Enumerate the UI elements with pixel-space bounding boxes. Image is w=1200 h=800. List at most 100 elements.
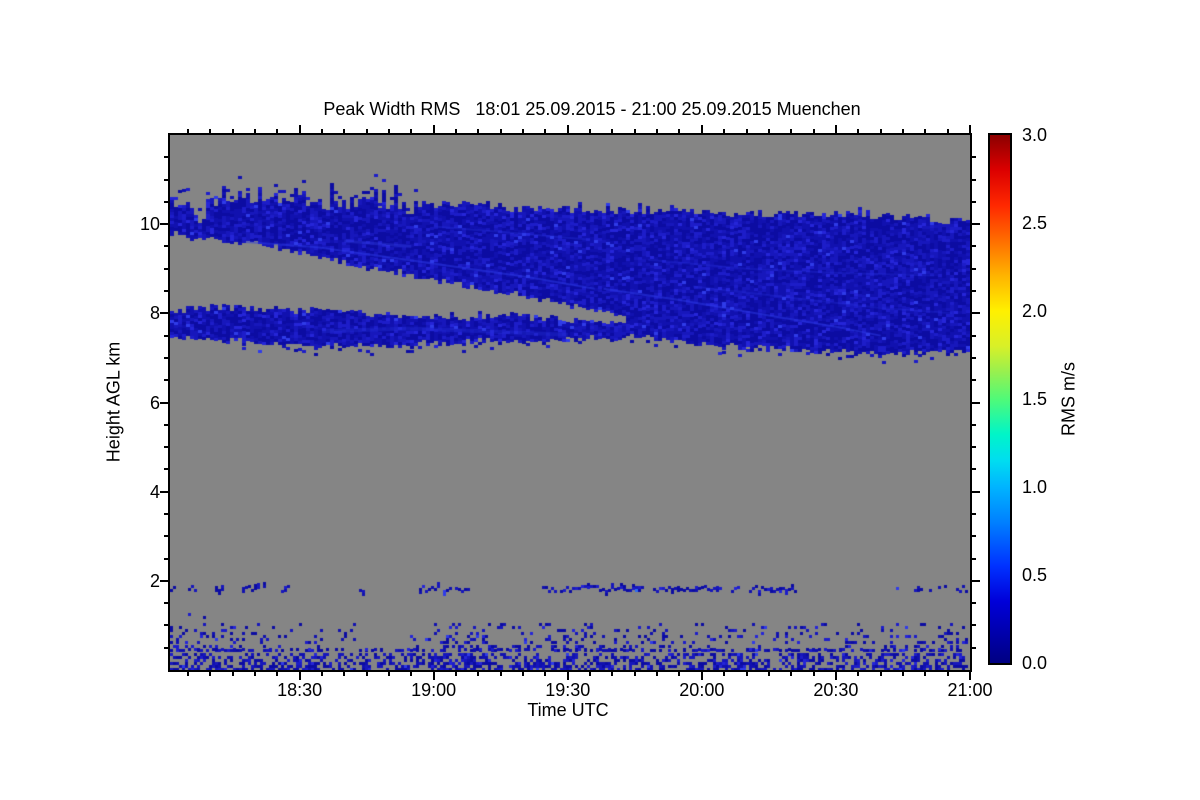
axis-tick xyxy=(298,672,301,680)
x-axis-title: Time UTC xyxy=(527,700,609,720)
axis-tick xyxy=(972,468,976,471)
axis-tick xyxy=(164,423,168,426)
axis-tick xyxy=(522,672,525,676)
x-tick-label: 19:30 xyxy=(545,680,591,700)
x-tick-label: 20:00 xyxy=(679,680,725,700)
axis-tick xyxy=(499,672,502,676)
axis-tick xyxy=(972,245,976,248)
axis-tick xyxy=(700,672,703,680)
axis-tick xyxy=(656,672,659,676)
axis-tick xyxy=(164,512,168,515)
axis-tick xyxy=(790,129,793,133)
axis-tick xyxy=(455,129,458,133)
axis-tick xyxy=(589,129,592,133)
axis-tick xyxy=(164,245,168,248)
axis-tick xyxy=(253,129,256,133)
axis-tick xyxy=(972,535,976,538)
axis-tick xyxy=(972,267,976,270)
axis-tick xyxy=(857,129,860,133)
axis-tick xyxy=(477,129,480,133)
axis-tick xyxy=(633,672,636,676)
axis-tick xyxy=(499,129,502,133)
axis-tick xyxy=(522,129,525,133)
y-tick-label: 8 xyxy=(149,303,160,324)
axis-tick xyxy=(164,356,168,359)
y-tick-label: 4 xyxy=(149,481,160,502)
axis-tick xyxy=(164,602,168,605)
axis-tick xyxy=(879,129,882,133)
axis-tick xyxy=(320,129,323,133)
axis-tick xyxy=(160,223,168,226)
x-tick-label: 21:00 xyxy=(947,680,993,700)
axis-tick xyxy=(901,672,904,676)
colorbar-tick-label: 1.0 xyxy=(1022,477,1048,497)
axis-tick xyxy=(186,672,189,676)
axis-tick xyxy=(972,490,980,493)
axis-tick xyxy=(589,672,592,676)
axis-tick xyxy=(164,624,168,627)
axis-tick xyxy=(611,672,614,676)
axis-tick xyxy=(972,557,976,560)
axis-tick xyxy=(566,672,569,680)
axis-tick xyxy=(231,129,234,133)
axis-tick xyxy=(387,672,390,676)
axis-tick xyxy=(767,672,770,676)
axis-tick xyxy=(276,129,279,133)
x-tick-label: 18:30 xyxy=(277,680,323,700)
axis-tick xyxy=(972,512,976,515)
y-tick-label: 2 xyxy=(149,570,160,591)
axis-tick xyxy=(544,129,547,133)
axis-tick xyxy=(678,672,681,676)
axis-tick xyxy=(164,446,168,449)
y-tick-label: 6 xyxy=(149,392,160,413)
colorbar-tick-label: 3.0 xyxy=(1022,125,1048,145)
axis-tick xyxy=(410,129,413,133)
axis-tick xyxy=(972,379,976,382)
axis-tick xyxy=(924,129,927,133)
y-axis-title: Height AGL km xyxy=(103,341,124,463)
axis-tick xyxy=(253,672,256,676)
axis-tick xyxy=(633,129,636,133)
axis-tick xyxy=(972,602,976,605)
axis-tick xyxy=(209,672,212,676)
axis-tick xyxy=(276,672,279,676)
axis-tick xyxy=(164,290,168,293)
axis-tick xyxy=(972,200,976,203)
axis-tick xyxy=(972,334,976,337)
axis-tick xyxy=(410,672,413,676)
axis-tick xyxy=(611,129,614,133)
axis-tick xyxy=(879,672,882,676)
axis-tick xyxy=(343,129,346,133)
axis-tick xyxy=(186,129,189,133)
colorbar-tick-label: 0.5 xyxy=(1022,565,1048,585)
axis-tick xyxy=(566,125,569,133)
axis-tick xyxy=(946,672,949,676)
axis-tick xyxy=(857,672,860,676)
axis-tick xyxy=(160,401,168,404)
axis-tick xyxy=(365,672,368,676)
axis-tick xyxy=(972,312,980,315)
plot-area xyxy=(168,133,972,672)
axis-tick xyxy=(365,129,368,133)
axis-tick xyxy=(745,672,748,676)
axis-tick xyxy=(972,423,976,426)
colorbar-tick-label: 2.0 xyxy=(1022,301,1048,321)
colorbar xyxy=(988,133,1012,665)
axis-tick xyxy=(160,312,168,315)
axis-tick xyxy=(972,223,980,226)
axis-tick xyxy=(164,557,168,560)
axis-tick xyxy=(812,672,815,676)
axis-tick xyxy=(656,129,659,133)
axis-tick xyxy=(320,672,323,676)
axis-tick xyxy=(790,672,793,676)
axis-tick xyxy=(972,624,976,627)
colorbar-tick-label: 2.5 xyxy=(1022,213,1048,233)
axis-tick xyxy=(164,200,168,203)
axis-tick xyxy=(477,672,480,676)
axis-tick xyxy=(164,379,168,382)
axis-tick xyxy=(164,535,168,538)
x-tick-label: 20:30 xyxy=(813,680,859,700)
colorbar-tick-label: 1.5 xyxy=(1022,389,1048,409)
axis-tick xyxy=(834,672,837,680)
axis-tick xyxy=(901,129,904,133)
